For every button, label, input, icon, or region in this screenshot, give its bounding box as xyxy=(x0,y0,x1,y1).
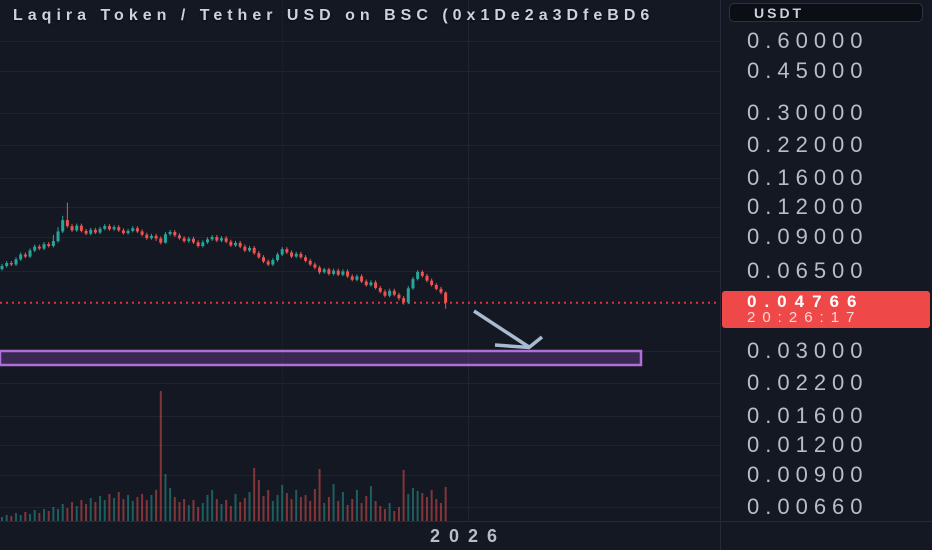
candles-series xyxy=(0,202,448,309)
countdown-timer: 20:26:17 xyxy=(747,308,862,326)
price-tick-label: 0.03000 xyxy=(747,337,869,363)
symbol-title[interactable]: Laqira Token / Tether USD on BSC (0x1De2… xyxy=(13,7,655,24)
support-zone-drawing[interactable] xyxy=(0,349,643,367)
arrow-drawing[interactable] xyxy=(473,309,544,350)
price-tick-label: 0.16000 xyxy=(747,164,869,190)
price-tick-label: 0.12000 xyxy=(747,194,869,220)
price-tick-label: 0.02200 xyxy=(747,369,869,395)
last-price-badge: 0.04766 20:26:17 xyxy=(722,290,930,328)
currency-toggle-button[interactable]: USDT xyxy=(729,3,923,22)
volume-series xyxy=(1,391,447,521)
price-tick-label: 0.60000 xyxy=(747,28,869,53)
price-tick-label: 0.01200 xyxy=(747,432,869,458)
price-tick-label: 0.22000 xyxy=(747,131,869,157)
price-tick-label: 0.06500 xyxy=(747,257,869,283)
price-tick-label: 0.09000 xyxy=(747,224,869,250)
gridlines xyxy=(0,0,720,521)
price-scale[interactable]: USDT 0.60000 0.45000 0.30000 0.22000 0.16000… xyxy=(720,0,932,550)
price-tick-label: 0.30000 xyxy=(747,99,869,125)
time-scale[interactable]: 2026 xyxy=(0,521,932,550)
price-tick-label: 0.00660 xyxy=(747,494,869,519)
price-tick-label: 0.45000 xyxy=(747,57,869,83)
last-price-value: 0.04766 xyxy=(747,291,865,311)
price-tick-label: 0.00900 xyxy=(747,461,869,487)
price-tick-label: 0.01600 xyxy=(747,402,869,428)
candlestick-chart[interactable] xyxy=(0,0,720,550)
time-tick-label: 2026 xyxy=(429,526,507,546)
